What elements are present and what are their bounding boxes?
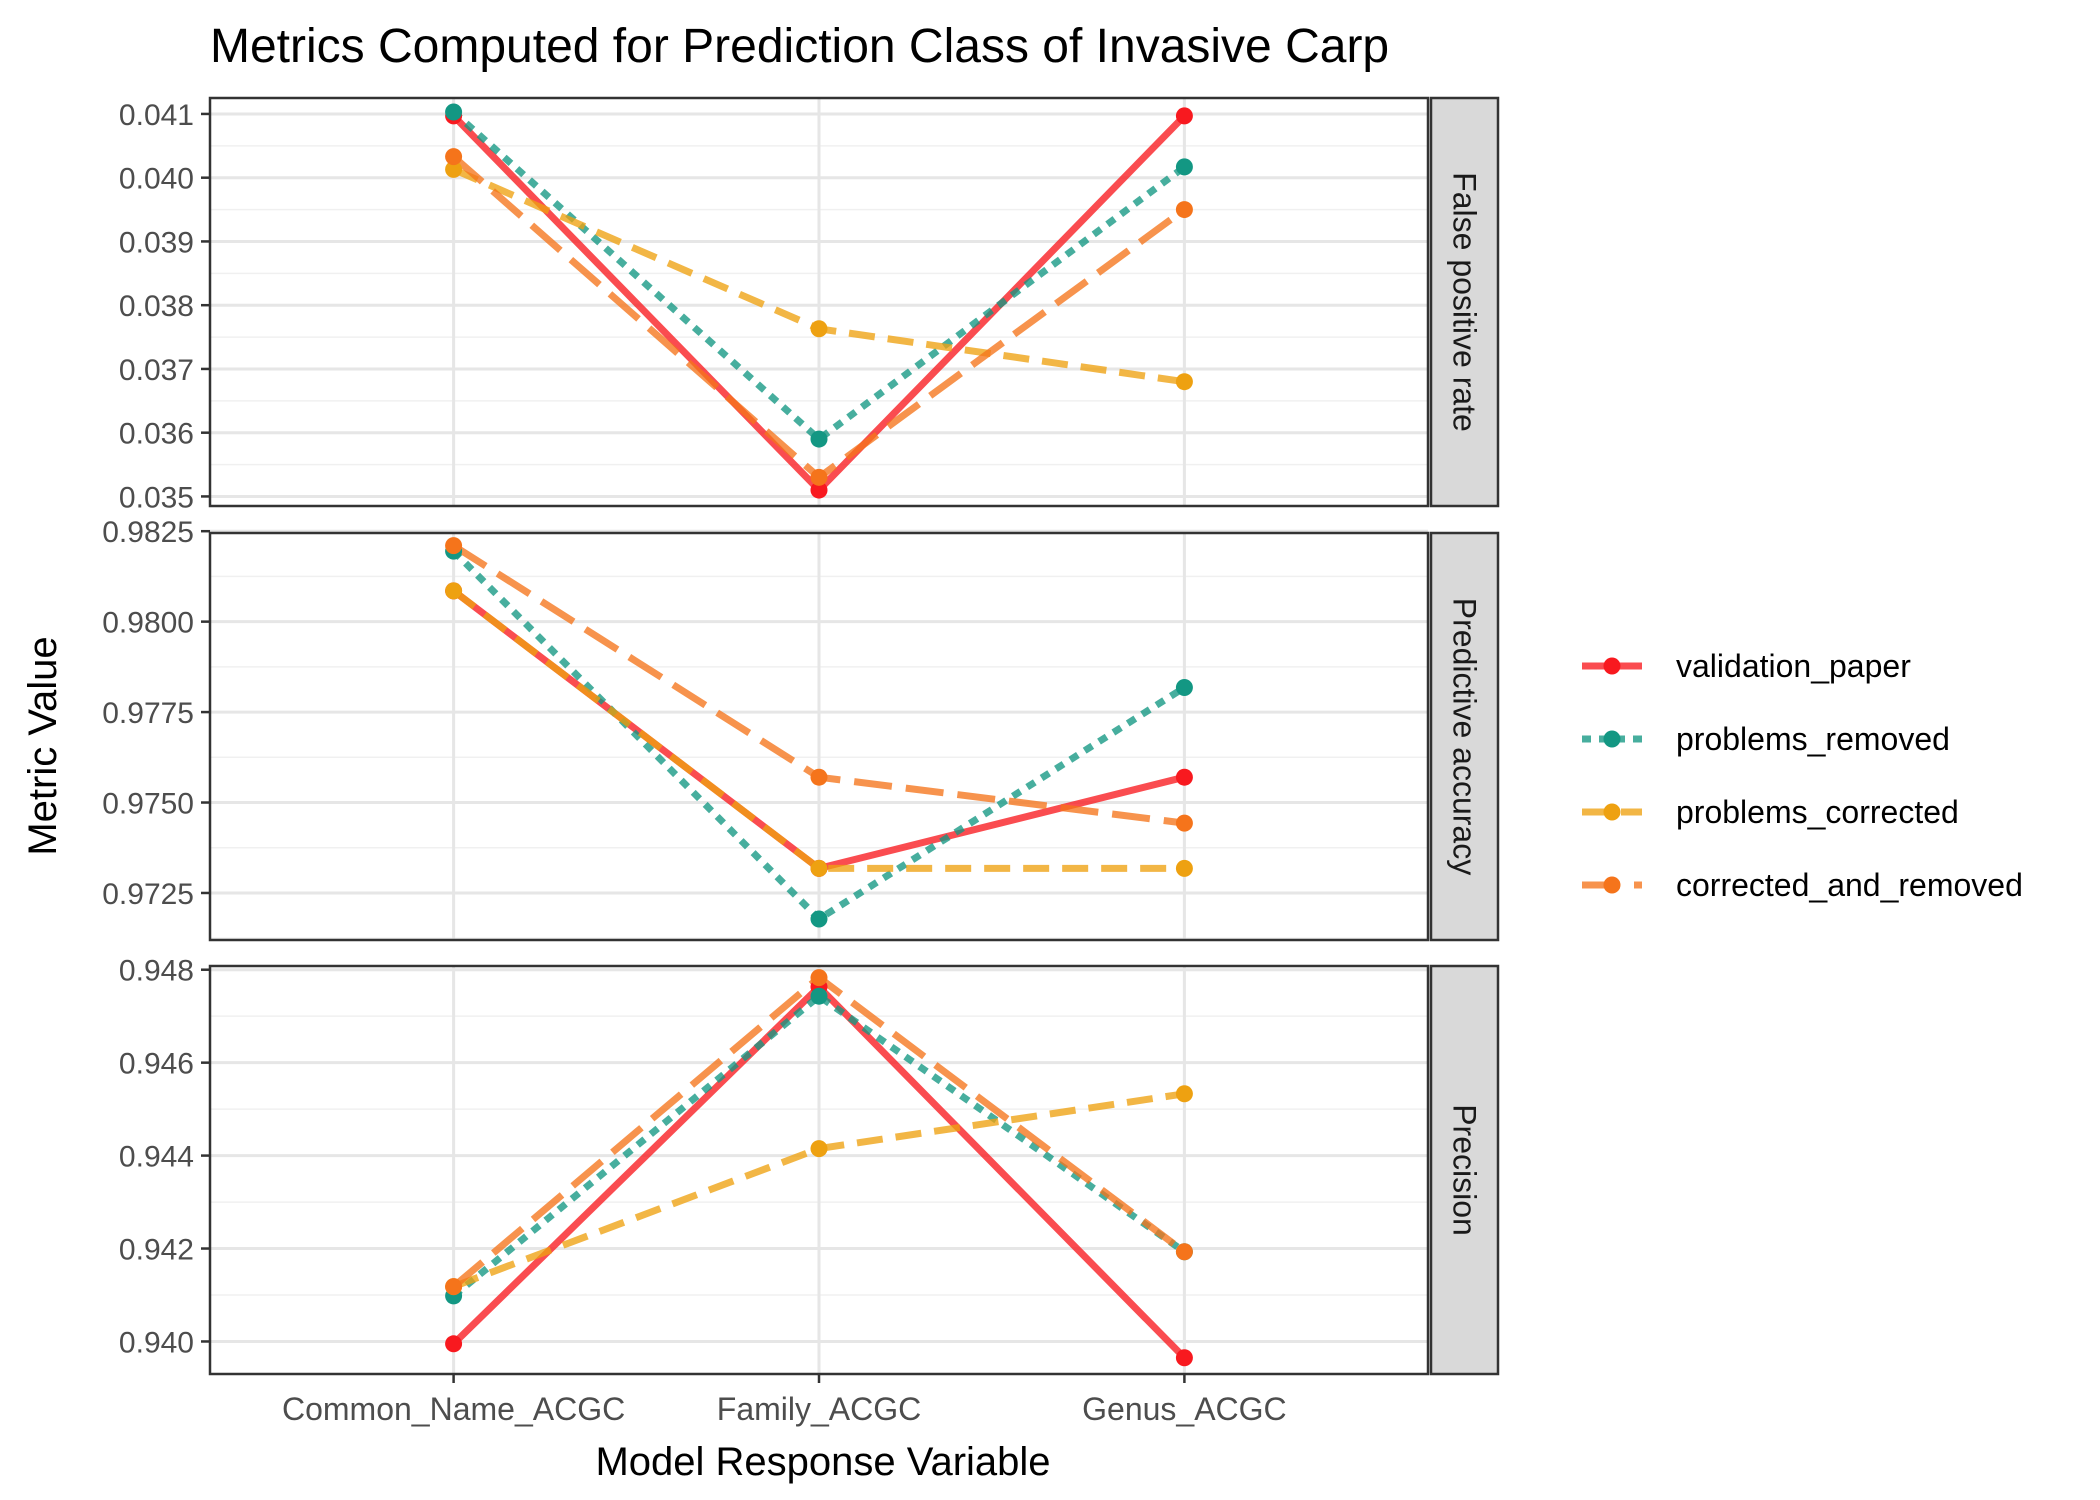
y-tick-label: 0.035 bbox=[119, 481, 194, 514]
legend: validation_paper problems_removed problems… bbox=[1582, 648, 2023, 903]
legend-label: validation_paper bbox=[1676, 648, 1911, 684]
data-point-problems-removed bbox=[810, 910, 828, 928]
legend-key-point bbox=[1603, 876, 1621, 894]
data-point-validation-paper bbox=[1175, 1349, 1193, 1367]
data-point-corrected-and-removed bbox=[1175, 1243, 1193, 1261]
data-point-problems-corrected bbox=[445, 160, 463, 178]
panel-border bbox=[208, 531, 1430, 942]
facet-strip-label: Predictive accuracy bbox=[1447, 598, 1483, 875]
data-point-corrected-and-removed bbox=[445, 148, 463, 166]
data-point-corrected-and-removed bbox=[810, 768, 828, 786]
data-point-corrected-and-removed bbox=[810, 468, 828, 486]
legend-key-point bbox=[1603, 657, 1621, 675]
series-line-problems-corrected bbox=[451, 588, 1185, 872]
y-tick-label: 0.9825 bbox=[102, 516, 194, 549]
x-axis-label: Model Response Variable bbox=[595, 1440, 1050, 1484]
legend-item-problems-removed: problems_removed bbox=[1582, 721, 1950, 757]
y-tick-label: 0.9800 bbox=[102, 607, 194, 640]
y-tick-label: 0.940 bbox=[119, 1326, 194, 1359]
y-tick-label: 0.041 bbox=[119, 99, 194, 132]
data-point-validation-paper bbox=[810, 481, 828, 499]
x-tick-label: Common_Name_ACGC bbox=[282, 1391, 625, 1427]
y-tick-label: 0.037 bbox=[119, 354, 194, 387]
y-tick-label: 0.948 bbox=[119, 955, 194, 988]
y-tick-label: 0.944 bbox=[119, 1141, 194, 1174]
y-tick-label: 0.942 bbox=[119, 1234, 194, 1267]
facet-strip bbox=[1429, 531, 1500, 942]
data-point-problems-corrected bbox=[810, 320, 828, 338]
chart-title: Metrics Computed for Prediction Class of… bbox=[210, 20, 1389, 73]
data-point-problems-corrected bbox=[1175, 859, 1193, 877]
facet-strip bbox=[1429, 96, 1500, 508]
y-tick-label: 0.9775 bbox=[102, 697, 194, 730]
data-point-corrected-and-removed bbox=[1175, 201, 1193, 219]
y-tick-label: 0.039 bbox=[119, 226, 194, 259]
legend-key-point bbox=[1603, 803, 1621, 821]
x-axis: Common_Name_ACGC Family_ACGC Genus_ACGC bbox=[282, 1374, 1287, 1427]
data-point-problems-corrected bbox=[810, 859, 828, 877]
data-point-corrected-and-removed bbox=[445, 1278, 463, 1296]
facet-strip bbox=[1429, 964, 1500, 1376]
panel-border bbox=[208, 96, 1430, 508]
y-tick-label: 0.946 bbox=[119, 1048, 194, 1081]
y-tick-label: 0.040 bbox=[119, 163, 194, 196]
legend-label: problems_corrected bbox=[1676, 794, 1959, 830]
legend-label: corrected_and_removed bbox=[1676, 867, 2023, 903]
y-axis-label: Metric Value bbox=[21, 636, 65, 855]
legend-item-problems-corrected: problems_corrected bbox=[1582, 794, 1959, 830]
data-point-problems-removed bbox=[445, 103, 463, 121]
y-tick-label: 0.038 bbox=[119, 290, 194, 323]
data-point-validation-paper bbox=[1175, 768, 1193, 786]
x-tick-label: Genus_ACGC bbox=[1082, 1391, 1287, 1427]
data-point-problems-corrected bbox=[1175, 373, 1193, 391]
data-point-validation-paper bbox=[445, 1335, 463, 1353]
y-tick-label: 0.9750 bbox=[102, 788, 194, 821]
panel-predictive-accuracy: 0.9725 0.9750 0.9775 0.9800 0.9825 Predictive… bbox=[102, 516, 1500, 942]
x-tick-label: Family_ACGC bbox=[717, 1391, 921, 1427]
panels-layer: 0.035 0.036 0.037 0.038 0.039 0.040 0.041 False… bbox=[102, 96, 1500, 1376]
data-point-corrected-and-removed bbox=[445, 537, 463, 555]
facet-strip-label: False positive rate bbox=[1447, 172, 1483, 432]
data-point-problems-removed bbox=[1175, 158, 1193, 176]
legend-label: problems_removed bbox=[1676, 721, 1950, 757]
series-line-problems-removed bbox=[451, 992, 1187, 1299]
data-point-problems-corrected bbox=[1175, 1085, 1193, 1103]
panel-precision: 0.940 0.942 0.944 0.946 0.948 Precision bbox=[119, 955, 1500, 1376]
data-point-problems-corrected bbox=[445, 582, 463, 600]
facet-strip-label: Precision bbox=[1447, 1104, 1483, 1236]
panel-false-positive-rate: 0.035 0.036 0.037 0.038 0.039 0.040 0.041 False… bbox=[119, 96, 1500, 514]
data-point-validation-paper bbox=[1175, 107, 1193, 125]
legend-key-point bbox=[1603, 730, 1621, 748]
y-tick-label: 0.9725 bbox=[102, 878, 194, 911]
data-point-problems-removed bbox=[1175, 678, 1193, 696]
data-point-problems-removed bbox=[810, 987, 828, 1005]
data-point-corrected-and-removed bbox=[810, 969, 828, 987]
data-point-problems-corrected bbox=[810, 1140, 828, 1158]
y-tick-label: 0.036 bbox=[119, 418, 194, 451]
data-point-problems-removed bbox=[810, 430, 828, 448]
legend-item-validation-paper: validation_paper bbox=[1582, 648, 1911, 684]
data-point-corrected-and-removed bbox=[1175, 814, 1193, 832]
legend-item-corrected-and-removed: corrected_and_removed bbox=[1582, 867, 2023, 903]
